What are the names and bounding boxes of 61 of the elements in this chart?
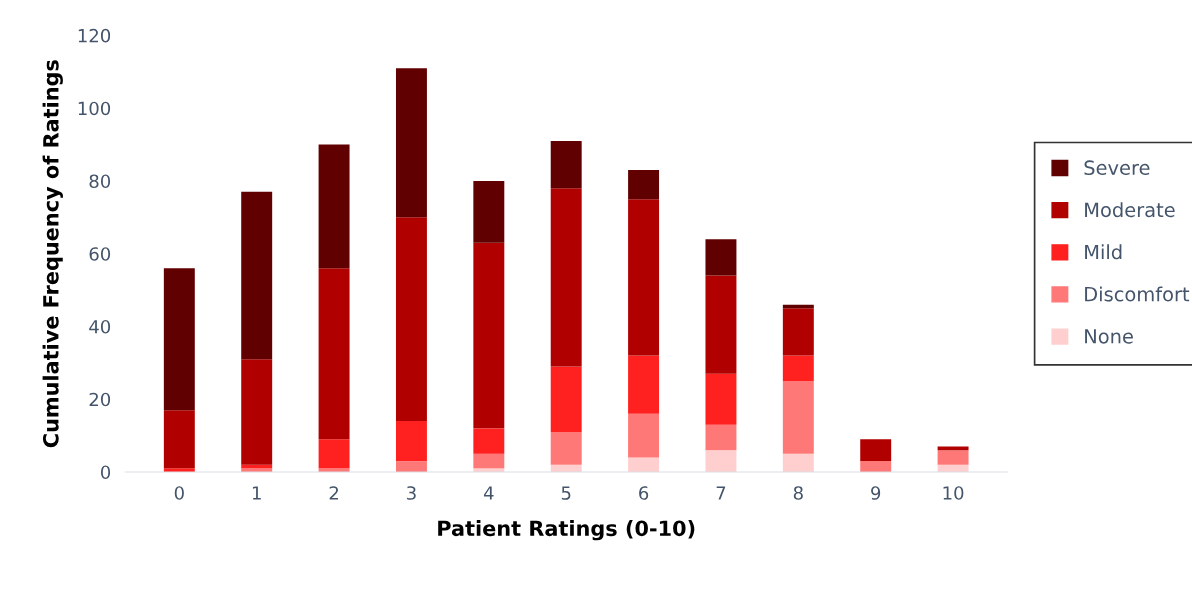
y-tick-label: 40	[89, 319, 111, 334]
bar	[241, 191, 273, 360]
y-tick-label: 120	[78, 28, 111, 43]
bar	[937, 450, 969, 465]
y-tick-label: 80	[89, 174, 111, 189]
y-axis-title: Cumulative Frequency of Ratings	[42, 60, 63, 448]
bar	[550, 366, 582, 432]
x-tick-label: 5	[561, 486, 571, 500]
bar	[782, 381, 814, 454]
bar	[628, 457, 660, 472]
bar	[395, 461, 427, 472]
bar	[550, 140, 582, 189]
x-tick-label: 6	[639, 486, 649, 500]
bar	[628, 199, 660, 356]
bar	[705, 239, 737, 276]
bar	[705, 275, 737, 374]
x-tick-label: 0	[174, 486, 184, 500]
bar	[163, 410, 195, 469]
bar	[782, 308, 814, 356]
bar	[860, 461, 892, 472]
bar	[318, 439, 350, 469]
bar	[163, 268, 195, 411]
x-tick-label: 10	[943, 486, 964, 500]
x-tick-label: 9	[871, 486, 881, 500]
bar	[550, 188, 582, 367]
bar	[550, 431, 582, 465]
x-tick-label: 1	[252, 486, 261, 500]
bar	[705, 424, 737, 451]
y-tick-label: 60	[89, 247, 111, 261]
bar	[705, 450, 737, 472]
legend-label: Discomfort	[1085, 286, 1190, 302]
bar	[473, 180, 505, 243]
y-tick-label: 100	[78, 101, 111, 116]
bar	[473, 242, 505, 429]
bar	[860, 439, 892, 462]
bar	[395, 68, 427, 218]
bar	[628, 413, 660, 458]
bar	[782, 355, 814, 382]
bar	[782, 453, 814, 472]
legend-label: None	[1085, 329, 1133, 344]
bar	[473, 453, 505, 469]
legend-label: Mild	[1085, 244, 1122, 260]
x-axis-title: Patient Ratings (0-10)	[438, 520, 695, 541]
bar	[705, 373, 737, 425]
bar	[473, 428, 505, 454]
bar	[628, 355, 660, 414]
legend-label: Moderate	[1085, 202, 1175, 218]
bar	[395, 217, 427, 422]
y-tick-label: 20	[89, 392, 111, 407]
bar	[395, 421, 427, 462]
x-tick-label: 7	[716, 486, 726, 500]
x-tick-label: 3	[407, 486, 416, 500]
x-tick-label: 8	[793, 486, 803, 500]
x-tick-label: 4	[483, 486, 494, 500]
bar	[318, 268, 350, 440]
legend-label: Severe	[1084, 160, 1150, 176]
y-tick-label: 0	[100, 465, 111, 480]
x-tick-label: 2	[329, 486, 339, 500]
bar	[241, 359, 273, 465]
bar	[318, 144, 350, 269]
bar	[628, 170, 660, 200]
